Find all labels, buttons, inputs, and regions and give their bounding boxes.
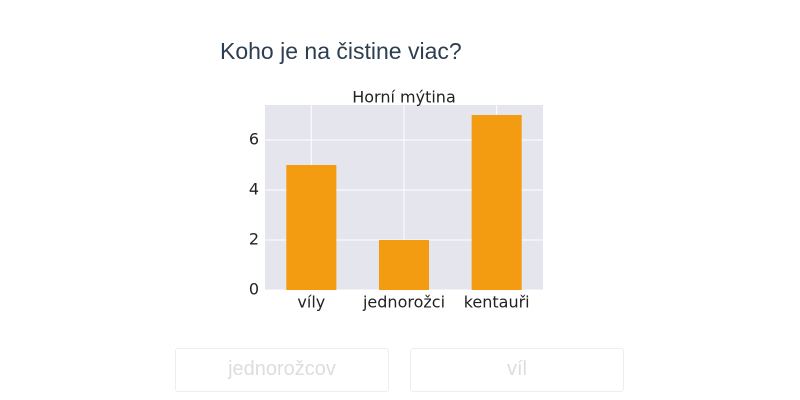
x-tick-label: jednorožci [362,293,445,312]
y-tick-label: 0 [249,280,259,299]
answer-button[interactable]: jednorožcov [175,348,389,392]
y-tick-label: 6 [249,130,259,149]
x-tick-label: kentauři [464,293,530,312]
bar [471,115,522,290]
question: Koho je na čistine viac? [220,38,462,64]
bar [286,165,337,290]
x-tick-label: víly [297,293,325,312]
answer-button[interactable]: víl [410,348,624,392]
chart-title: Horní mýtina [352,88,456,107]
y-tick-label: 2 [249,230,259,249]
bar [378,240,430,290]
y-tick-label: 4 [249,180,259,199]
